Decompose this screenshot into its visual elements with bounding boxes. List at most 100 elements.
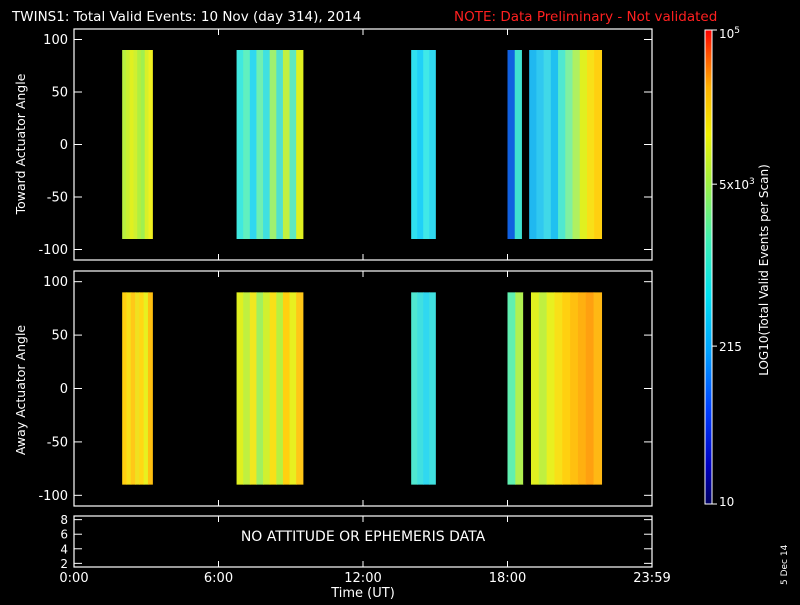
data-stripe xyxy=(236,50,244,239)
data-stripe xyxy=(126,292,132,485)
y-tick-label: 4 xyxy=(60,542,68,556)
colorbar-tick-label: 10 xyxy=(719,495,734,509)
data-block xyxy=(122,50,153,239)
data-stripe xyxy=(148,50,153,239)
data-stripe xyxy=(546,292,556,485)
data-stripe xyxy=(429,292,436,485)
chart-title: TWINS1: Total Valid Events: 10 Nov (day … xyxy=(11,9,361,25)
data-stripe xyxy=(249,292,258,485)
data-stripe xyxy=(536,50,545,239)
y-tick-label: 50 xyxy=(51,86,68,101)
data-stripe xyxy=(236,292,244,485)
data-stripe xyxy=(429,50,436,239)
away-axis-label: Away Actuator Angle xyxy=(13,325,28,456)
data-stripe xyxy=(565,50,574,239)
colorbar-tick-label: 105 xyxy=(719,26,740,41)
data-stripe xyxy=(129,50,135,239)
data-stripe xyxy=(133,50,138,239)
data-stripe xyxy=(276,50,284,239)
data-stripe xyxy=(423,292,430,485)
data-stripe xyxy=(140,50,146,239)
data-stripe xyxy=(269,292,277,485)
data-stripe xyxy=(543,50,552,239)
y-tick-label: 0 xyxy=(60,138,68,153)
data-stripe xyxy=(249,50,258,239)
data-stripe xyxy=(585,292,595,485)
data-stripe xyxy=(411,292,418,485)
colorbar-ticks: 105 5x103 215 10 xyxy=(712,26,755,509)
data-stripe xyxy=(572,50,581,239)
data-stripe xyxy=(523,292,532,485)
preliminary-note: NOTE: Data Preliminary - Not validated xyxy=(454,9,717,25)
colorbar-label: LOG10(Total Valid Events per Scan) xyxy=(757,164,771,376)
data-stripe xyxy=(296,292,304,485)
y-tick-label: -50 xyxy=(47,435,68,450)
data-stripe xyxy=(282,292,291,485)
colorbar-gradient xyxy=(704,29,713,505)
y-tick-label: -100 xyxy=(38,243,68,258)
data-stripe xyxy=(579,50,588,239)
data-stripe xyxy=(515,292,524,485)
x-tick-label: 0:00 xyxy=(59,571,88,586)
data-stripe xyxy=(125,50,131,239)
away-actuator-panel: 100 50 0 -50 -100 xyxy=(38,270,653,507)
data-stripe xyxy=(554,292,563,485)
toward-actuator-panel: 100 50 0 -50 -100 xyxy=(38,28,653,261)
data-stripe xyxy=(122,50,127,239)
toward-axis-label: Toward Actuator Angle xyxy=(13,73,28,215)
data-stripe xyxy=(521,50,530,239)
data-stripe xyxy=(282,50,291,239)
data-stripe xyxy=(558,50,566,239)
data-stripe xyxy=(256,50,264,239)
y-tick-label: -50 xyxy=(47,191,68,206)
data-block xyxy=(122,292,153,485)
data-stripe xyxy=(538,292,548,485)
data-stripe xyxy=(143,292,149,485)
data-stripe xyxy=(137,50,142,239)
data-stripe xyxy=(243,50,251,239)
x-tick-label: 23:59 xyxy=(633,571,670,586)
data-block xyxy=(507,50,603,239)
data-stripe xyxy=(593,292,603,485)
data-block xyxy=(236,292,304,485)
date-stamp: 5 Dec 14 xyxy=(780,544,790,585)
data-stripe xyxy=(263,50,271,239)
data-stripe xyxy=(570,292,579,485)
data-stripe xyxy=(562,292,571,485)
data-stripe xyxy=(507,50,516,239)
y-tick-label: 50 xyxy=(51,329,68,344)
data-stripe xyxy=(507,292,516,485)
y-tick-label: 100 xyxy=(43,275,68,290)
data-stripe xyxy=(550,50,559,239)
x-tick-labels: 0:00 6:00 12:00 18:00 23:59 xyxy=(59,571,670,586)
data-stripe xyxy=(263,292,271,485)
colorbar-tick-label: 5x103 xyxy=(719,177,755,192)
data-stripe xyxy=(256,292,264,485)
data-stripe xyxy=(130,292,136,485)
data-stripe xyxy=(423,50,430,239)
data-stripe xyxy=(243,292,251,485)
data-stripe xyxy=(135,292,140,485)
data-stripe xyxy=(530,292,540,485)
colorbar: 105 5x103 215 10 LOG10(Total Valid Events p… xyxy=(704,26,771,509)
data-stripe xyxy=(529,50,537,239)
data-stripe xyxy=(296,50,304,239)
data-stripe xyxy=(577,292,587,485)
x-tick-label: 6:00 xyxy=(204,571,233,586)
data-stripe xyxy=(411,50,418,239)
colorbar-tick-label: 215 xyxy=(719,340,742,354)
no-data-message: NO ATTITUDE OR EPHEMERIS DATA xyxy=(241,529,486,545)
data-stripe xyxy=(514,50,523,239)
data-stripe xyxy=(417,50,424,239)
data-stripe xyxy=(147,292,153,485)
x-tick-label: 18:00 xyxy=(489,571,526,586)
data-block xyxy=(236,50,304,239)
y-tick-label: 0 xyxy=(60,382,68,397)
x-tick-label: 12:00 xyxy=(344,571,381,586)
data-stripe xyxy=(289,50,297,239)
y-tick-label: 8 xyxy=(60,513,68,527)
data-stripe xyxy=(144,50,150,239)
